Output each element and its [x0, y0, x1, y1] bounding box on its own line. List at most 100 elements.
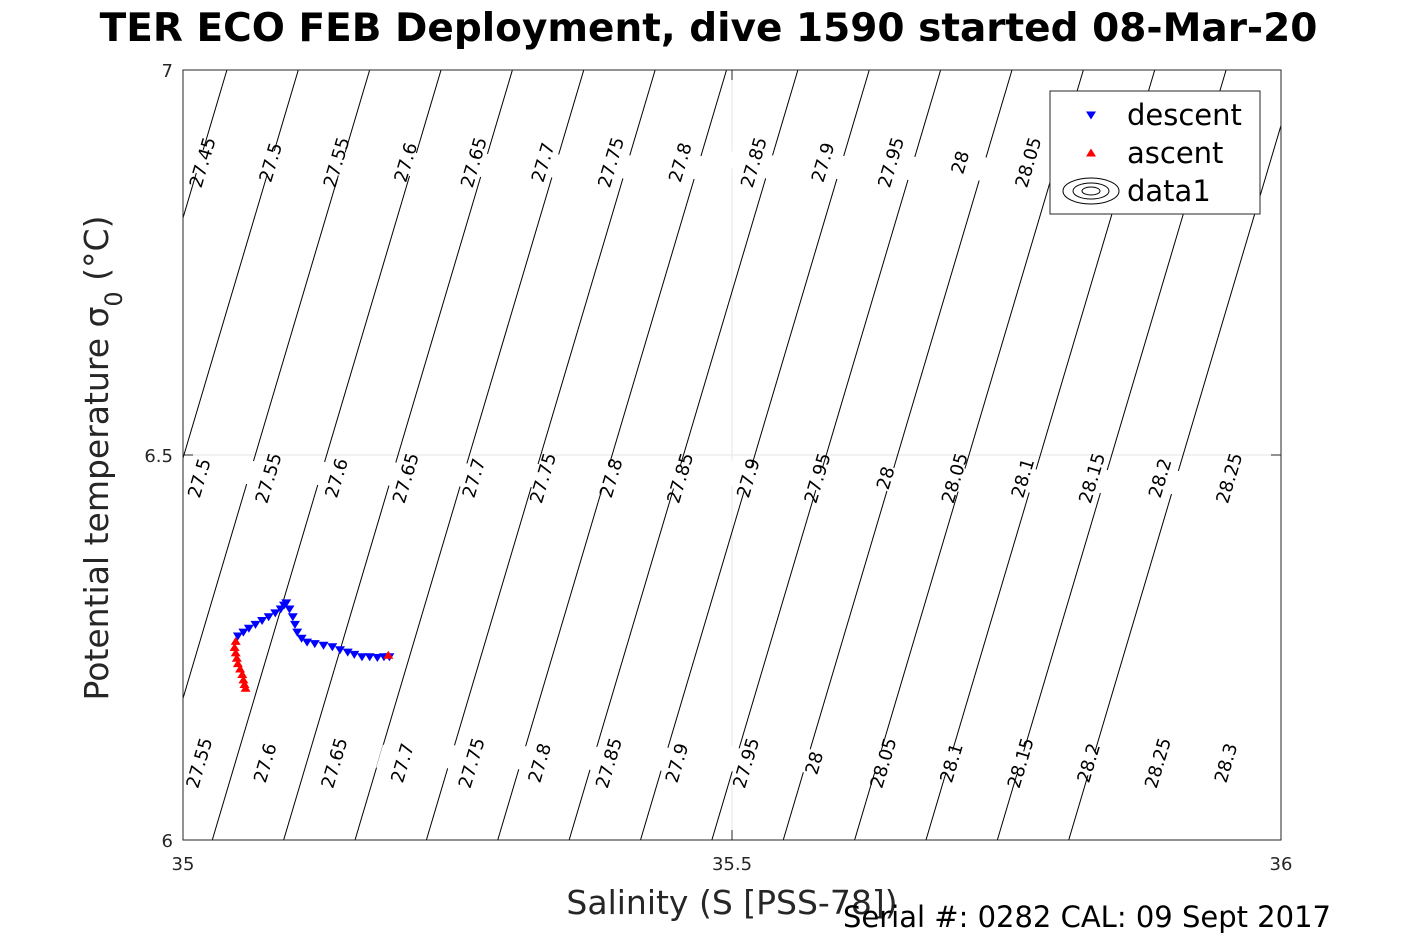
contour-label-mask [308, 744, 361, 782]
descent-point [238, 628, 249, 637]
ascent-point [239, 679, 250, 688]
descent-point [364, 653, 375, 662]
x-tick-label: 35.5 [712, 854, 752, 875]
contour-label-mask [183, 459, 226, 497]
descent-point [250, 620, 261, 629]
isopycnal-line [568, 70, 799, 840]
contour-label-mask [650, 744, 704, 782]
descent-point [292, 628, 303, 637]
ascent-point [229, 643, 240, 651]
isopycnal-line [640, 70, 870, 840]
contour-label-mask [310, 459, 364, 497]
ascent-point [230, 636, 241, 645]
y-tick-label: 7 [162, 61, 173, 82]
descent-point [284, 605, 295, 614]
contour-label-mask [1202, 459, 1256, 497]
isopycnal-line [354, 70, 585, 840]
contour-label-mask [242, 459, 296, 497]
descent-point [289, 620, 300, 629]
ascent-point [237, 669, 248, 678]
contour-label-mask [994, 744, 1048, 782]
isopycnal-line [854, 70, 1084, 840]
isopycnal-line [425, 70, 656, 840]
descent-point [342, 648, 353, 657]
x-tick-label: 36 [1270, 854, 1293, 875]
contour-label-mask [1131, 744, 1185, 782]
contour-label-mask [653, 459, 707, 497]
isopycnal-line [782, 70, 1013, 840]
chart-title: TER ECO FEB Deployment, dive 1590 starte… [99, 6, 1318, 51]
descent-point [318, 641, 329, 650]
isopycnal-line [183, 70, 371, 701]
contour-label-mask [516, 459, 570, 497]
legend-descent-marker [1086, 111, 1096, 120]
isopycnal-line [283, 70, 513, 840]
contour-label-mask [1062, 744, 1116, 782]
isopycnal-line [211, 70, 442, 840]
descent-point [302, 638, 313, 647]
contour-label-mask [933, 144, 987, 181]
descent-point [243, 624, 254, 633]
isopycnal-line [183, 70, 228, 220]
ascent-point [383, 650, 394, 659]
legend-label: descent [1127, 98, 1242, 132]
legend-label: ascent [1127, 136, 1223, 170]
ascent-point [231, 653, 242, 662]
contour-label-mask [928, 459, 982, 497]
contour-label-mask [183, 744, 226, 782]
legend-contour-marker [1081, 186, 1101, 196]
contour-label-mask [796, 144, 850, 181]
descent-point [335, 646, 346, 655]
serial-cal-footer: Serial #: 0282 CAL: 09 Sept 2017 [843, 900, 1331, 934]
descent-point [281, 599, 292, 608]
contour-label-mask [516, 144, 570, 181]
contour-label-mask [445, 744, 499, 782]
contour-label-mask [447, 459, 501, 497]
descent-point [356, 653, 367, 662]
ascent-point [238, 675, 249, 684]
contour-label-mask [379, 144, 433, 181]
contour-label-mask [584, 144, 638, 181]
contour-label-mask [376, 744, 430, 782]
y-tick-label: 6 [162, 831, 173, 852]
descent-point [263, 613, 274, 622]
x-axis-label: Salinity (S [PSS-78]) [566, 883, 897, 922]
contour-label-mask [582, 744, 636, 782]
descent-point [296, 634, 307, 643]
contour-label-mask [996, 459, 1050, 497]
contour-label-mask [791, 459, 845, 497]
isopycnal-line [711, 70, 942, 840]
contour-label-mask [859, 459, 913, 497]
legend-ascent-marker [1086, 148, 1096, 157]
descent-point [232, 632, 243, 641]
descent-point [372, 654, 383, 663]
descent-point [309, 640, 320, 649]
y-tick-label: 6.5 [144, 446, 173, 467]
ascent-point [230, 648, 241, 657]
contour-label-mask [1065, 459, 1119, 497]
contour-label-mask [447, 144, 501, 181]
contour-label-mask [379, 459, 433, 497]
isopycnal-line [497, 70, 727, 840]
contour-label-mask [719, 744, 773, 782]
descent-point [327, 643, 338, 652]
contour-label-mask [310, 144, 364, 181]
contour-label-mask [244, 144, 298, 181]
contour-label-mask [1002, 144, 1055, 181]
descent-point [287, 613, 298, 622]
legend-contour-marker [1072, 182, 1110, 200]
legend-label: data1 [1127, 174, 1211, 208]
contour-label-mask [727, 144, 781, 181]
descent-point [270, 609, 281, 618]
ascent-series [229, 636, 394, 692]
contour-label-mask [722, 459, 775, 497]
x-tick-label: 35 [172, 854, 195, 875]
descent-point [349, 650, 360, 659]
contour-label-mask [584, 459, 638, 497]
descent-point [257, 617, 268, 626]
contour-label-mask [238, 744, 292, 782]
contour-label-mask [653, 144, 707, 181]
contour-label-mask [787, 744, 841, 782]
contour-label-mask [925, 744, 979, 782]
